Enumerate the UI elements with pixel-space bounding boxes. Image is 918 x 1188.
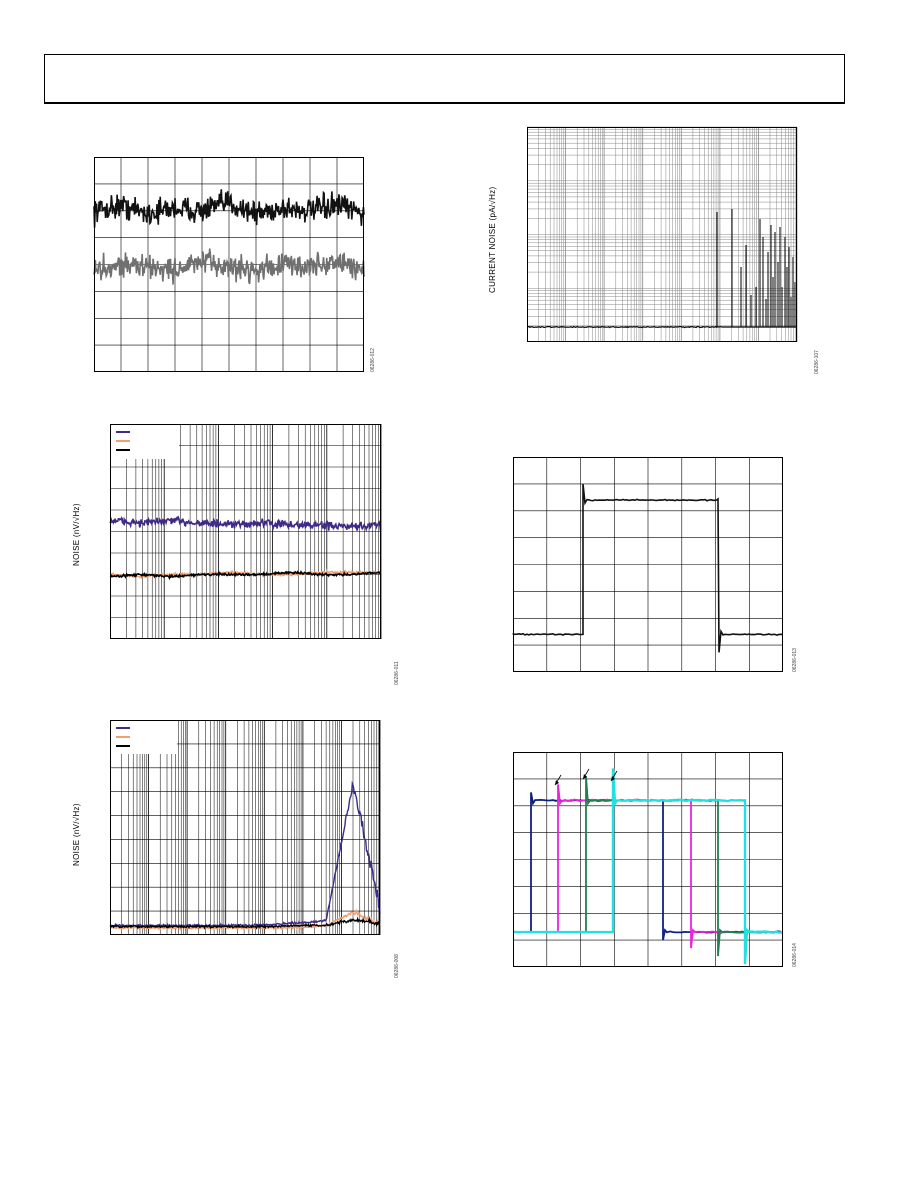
series-2-line [93,248,365,285]
y-axis-label-3: NOISE (nV/√Hz) [72,803,81,866]
plot-frame [527,127,797,342]
series-3-line [513,776,783,957]
series-1-line [513,792,782,941]
chart-2 [109,424,382,639]
y-axis-label-2: NOISE (nV/√Hz) [72,503,81,566]
figure-code-2: 06286-011 [394,661,400,685]
figure-multi-pulse-response [513,752,783,967]
figure-code-6: 06286-014 [792,943,798,967]
series-4-line [513,768,783,965]
plot-frame [110,424,381,639]
chart-1 [93,157,365,372]
page-header-box [44,54,845,104]
figure-code-1: 06286-012 [370,348,376,372]
series-1-line [512,483,784,653]
series-3-line [109,916,381,930]
arrow-head [611,776,615,781]
figure-current-noise [526,126,798,342]
figure-voltage-noise-density-2 [109,720,381,935]
plot-frame [513,752,783,967]
chart-3 [109,720,381,935]
arrow-head [583,774,587,779]
series-1-line [109,780,381,929]
series-3-line [109,569,382,581]
chart-5 [512,457,784,672]
figure-noise-time-domain [93,157,365,372]
series-2-line [109,908,381,931]
figure-code-5: 06286-013 [792,648,798,672]
series-1-line [109,515,382,533]
y-axis-label-4: CURRENT NOISE (pA/√Hz) [488,186,497,293]
series-2-line [513,784,783,949]
chart-4 [526,126,798,342]
arrow-head [555,780,559,785]
plot-frame [110,720,380,935]
figure-pulse-response [512,457,784,672]
plot-frame [513,457,783,672]
figure-code-3: 06286-008 [394,954,400,978]
plot-frame [94,157,364,372]
series-1-line [93,189,365,228]
chart-6 [513,752,783,967]
series-baseline [526,325,722,329]
figure-voltage-noise-density-1 [109,424,382,639]
figure-code-4: 06286-107 [814,350,820,374]
